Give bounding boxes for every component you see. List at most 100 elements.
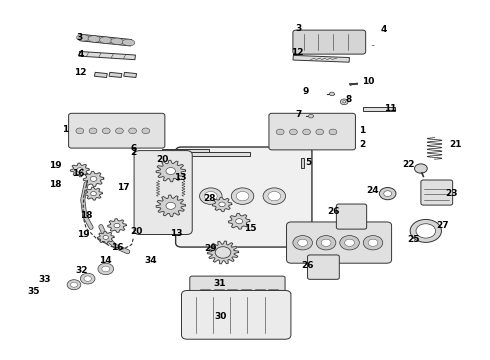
Polygon shape [364, 107, 395, 111]
Text: 13: 13 [171, 229, 183, 238]
Text: 5: 5 [305, 158, 312, 167]
FancyBboxPatch shape [181, 291, 291, 339]
Circle shape [231, 188, 254, 204]
Circle shape [303, 129, 311, 135]
Ellipse shape [88, 36, 100, 42]
Polygon shape [207, 241, 239, 264]
FancyBboxPatch shape [308, 255, 339, 279]
Text: 8: 8 [345, 95, 352, 104]
Circle shape [204, 192, 217, 201]
Text: 2: 2 [130, 148, 137, 157]
Circle shape [102, 266, 110, 272]
Text: 20: 20 [157, 155, 169, 164]
Circle shape [384, 191, 392, 197]
Text: 27: 27 [437, 221, 449, 230]
Circle shape [268, 192, 281, 201]
Text: 17: 17 [118, 183, 130, 192]
Circle shape [76, 128, 84, 134]
Text: 14: 14 [99, 256, 112, 265]
Text: 19: 19 [77, 230, 90, 239]
FancyBboxPatch shape [134, 150, 192, 234]
Polygon shape [293, 55, 349, 62]
Circle shape [343, 101, 345, 103]
Polygon shape [124, 72, 137, 77]
Circle shape [215, 247, 231, 258]
Ellipse shape [111, 38, 123, 45]
Text: 25: 25 [407, 235, 420, 244]
Text: 1: 1 [62, 125, 68, 134]
Text: 3: 3 [77, 33, 83, 42]
Text: 15: 15 [244, 224, 256, 233]
Text: 34: 34 [145, 256, 157, 265]
Circle shape [415, 164, 427, 173]
Circle shape [116, 128, 123, 134]
Circle shape [321, 239, 331, 246]
Text: 30: 30 [215, 312, 227, 321]
FancyBboxPatch shape [293, 30, 366, 54]
Text: 35: 35 [27, 287, 40, 296]
Circle shape [344, 239, 354, 246]
Circle shape [98, 263, 114, 275]
Circle shape [91, 192, 97, 196]
Circle shape [379, 188, 396, 200]
Circle shape [316, 129, 324, 135]
Circle shape [293, 235, 313, 250]
Ellipse shape [76, 35, 89, 41]
Circle shape [329, 129, 337, 135]
Circle shape [166, 202, 175, 209]
Circle shape [317, 235, 336, 250]
FancyBboxPatch shape [175, 147, 312, 247]
Circle shape [330, 92, 334, 96]
Circle shape [298, 239, 308, 246]
Circle shape [340, 235, 359, 250]
FancyBboxPatch shape [421, 180, 453, 205]
Circle shape [199, 188, 222, 204]
Text: 12: 12 [291, 48, 303, 57]
Polygon shape [80, 34, 132, 46]
Polygon shape [79, 51, 135, 60]
Text: 31: 31 [213, 279, 226, 288]
Text: 21: 21 [449, 140, 462, 149]
Polygon shape [109, 72, 122, 77]
Circle shape [416, 224, 436, 238]
Polygon shape [95, 72, 107, 77]
Circle shape [67, 280, 81, 290]
Circle shape [80, 273, 95, 284]
Ellipse shape [99, 37, 112, 44]
Text: 29: 29 [204, 244, 217, 253]
Polygon shape [162, 149, 209, 152]
Polygon shape [98, 231, 114, 243]
Text: 18: 18 [80, 211, 93, 220]
Polygon shape [181, 152, 250, 156]
Text: 22: 22 [402, 161, 415, 170]
Polygon shape [83, 171, 104, 186]
Text: 4: 4 [380, 25, 387, 34]
Circle shape [84, 276, 91, 281]
Text: 12: 12 [74, 68, 87, 77]
Text: 32: 32 [75, 266, 88, 275]
Ellipse shape [122, 39, 135, 46]
Text: 4: 4 [77, 50, 83, 59]
Text: 28: 28 [203, 194, 216, 203]
FancyBboxPatch shape [336, 204, 367, 229]
FancyBboxPatch shape [287, 222, 392, 263]
Circle shape [102, 128, 110, 134]
Text: 13: 13 [174, 173, 187, 182]
Circle shape [71, 282, 77, 287]
Text: 7: 7 [295, 110, 302, 119]
Circle shape [114, 223, 120, 228]
Text: 26: 26 [328, 207, 340, 216]
FancyBboxPatch shape [269, 113, 355, 150]
Text: 24: 24 [367, 186, 379, 195]
Circle shape [103, 235, 108, 239]
Circle shape [236, 219, 243, 224]
Circle shape [218, 249, 228, 256]
Circle shape [410, 220, 441, 242]
Circle shape [129, 128, 137, 134]
Circle shape [219, 202, 225, 207]
Circle shape [236, 192, 249, 201]
Circle shape [276, 129, 284, 135]
Text: 2: 2 [359, 140, 366, 149]
Polygon shape [71, 163, 89, 177]
Circle shape [290, 129, 297, 135]
